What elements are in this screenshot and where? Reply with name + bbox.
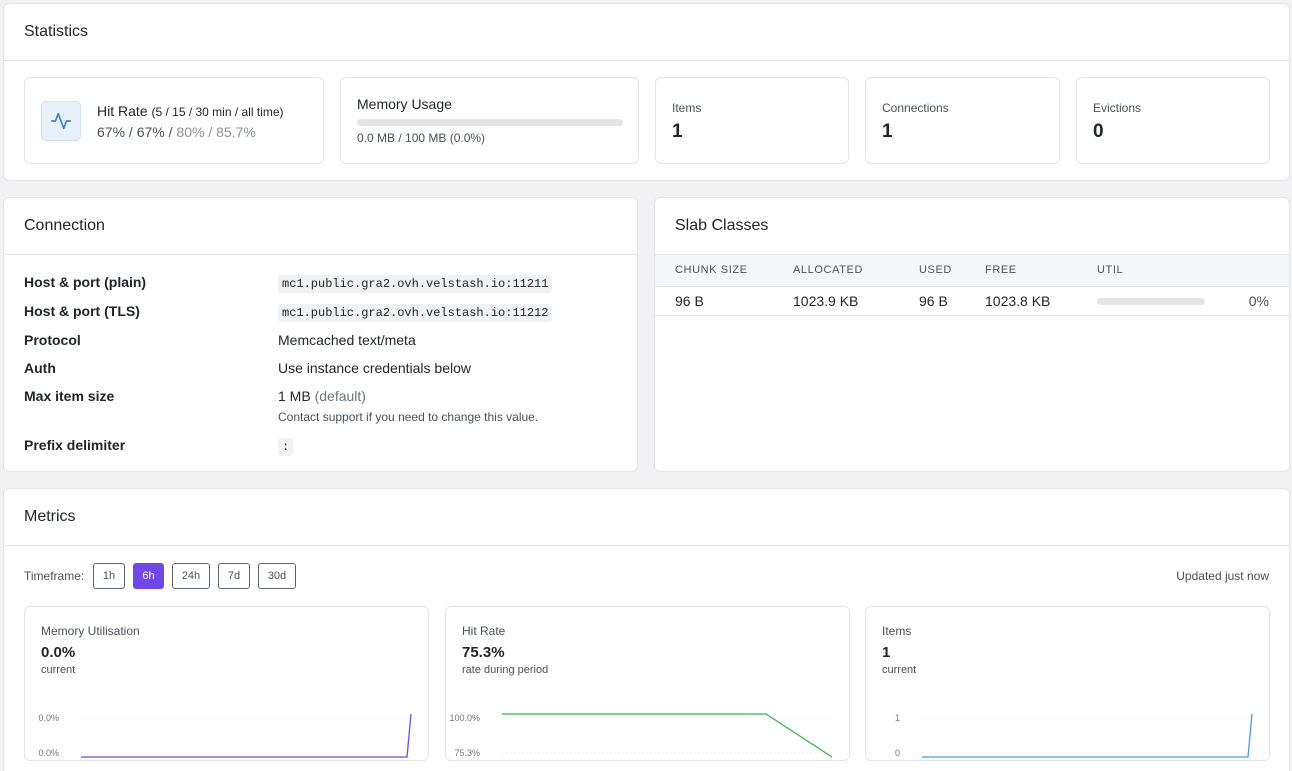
table-row: 96 B 1023.9 KB 96 B 1023.8 KB 0% xyxy=(655,286,1289,316)
connections-label: Connections xyxy=(882,101,949,115)
col-allocated: ALLOCATED xyxy=(793,255,919,287)
slab-classes-card: Slab Classes CHUNK SIZE ALLOCATED USED F… xyxy=(654,197,1290,472)
hit-rate-subtitle: (5 / 15 / 30 min / all time) xyxy=(151,105,284,119)
cell-chunk-size: 96 B xyxy=(655,286,793,316)
hit-rate-chart: 100.0% 75.3% xyxy=(449,713,833,758)
conn-prefix-delimiter[interactable]: : xyxy=(278,438,294,456)
timeframe-30d-button[interactable]: 30d xyxy=(258,563,296,589)
metrics-card: Metrics Timeframe: 1h 6h 24h 7d 30d Upda… xyxy=(3,488,1290,771)
conn-host-tls[interactable]: mc1.public.gra2.ovh.velstash.io:11212 xyxy=(278,304,553,322)
evictions-value: 0 xyxy=(1093,121,1104,142)
hit-rate-30min: 80% xyxy=(176,124,205,140)
memory-utilisation-chart-card: Memory Utilisation 0.0% current 0.0% 0.0% xyxy=(24,606,429,761)
cell-free: 1023.8 KB xyxy=(985,286,1097,316)
memory-usage-title: Memory Usage xyxy=(357,96,452,112)
util-bar xyxy=(1097,298,1205,306)
chart-value: 1 xyxy=(882,644,891,661)
connection-card: Connection Host & port (plain) mc1.publi… xyxy=(3,197,638,472)
conn-key-max-item: Max item size xyxy=(24,388,115,404)
conn-key-plain: Host & port (plain) xyxy=(24,274,147,290)
col-chunk-size: CHUNK SIZE xyxy=(655,255,793,287)
statistics-card: Statistics Hit Rate (5 / 15 / 30 min / a… xyxy=(3,3,1290,181)
y-tick-label: 0 xyxy=(895,748,900,758)
conn-auth: Use instance credentials below xyxy=(278,360,471,376)
activity-icon xyxy=(41,101,81,141)
conn-protocol: Memcached text/meta xyxy=(278,332,416,348)
hit-rate-15min: 67% xyxy=(136,124,165,140)
series-line xyxy=(81,713,412,758)
timeframe-6h-button[interactable]: 6h xyxy=(133,563,164,589)
col-util: UTIL xyxy=(1097,255,1289,287)
items-chart: 10 xyxy=(895,713,1253,758)
hit-rate-values: 67% / 67% / 80% / 85.7% xyxy=(97,124,256,140)
conn-key-protocol: Protocol xyxy=(24,332,81,348)
chart-subtitle: current xyxy=(882,664,917,676)
hit-rate-title: Hit Rate xyxy=(97,103,148,119)
memory-usage-summary: 0.0 MB / 100 MB (0.0%) xyxy=(357,131,486,145)
cell-allocated: 1023.9 KB xyxy=(793,286,919,316)
conn-max-item-help: Contact support if you need to change th… xyxy=(278,410,539,424)
statistics-title: Statistics xyxy=(4,4,1289,61)
conn-key-tls: Host & port (TLS) xyxy=(24,303,140,319)
items-value: 1 xyxy=(672,121,683,142)
slab-header-row: CHUNK SIZE ALLOCATED USED FREE UTIL xyxy=(655,255,1289,287)
chart-subtitle: current xyxy=(41,664,76,676)
evictions-stat: Evictions 0 xyxy=(1076,77,1270,164)
slab-table: CHUNK SIZE ALLOCATED USED FREE UTIL 96 B… xyxy=(655,255,1289,316)
connections-stat: Connections 1 xyxy=(865,77,1060,164)
hit-rate-stat: Hit Rate (5 / 15 / 30 min / all time) 67… xyxy=(24,77,324,164)
series-line xyxy=(922,713,1253,758)
chart-value: 75.3% xyxy=(462,644,505,661)
timeframe-24h-button[interactable]: 24h xyxy=(172,563,210,589)
col-free: FREE xyxy=(985,255,1097,287)
series-line xyxy=(502,713,833,758)
cell-used: 96 B xyxy=(919,286,985,316)
conn-max-item: 1 MB xyxy=(278,388,311,404)
chart-title: Hit Rate xyxy=(462,624,506,638)
col-used: USED xyxy=(919,255,985,287)
conn-max-item-note: (default) xyxy=(314,388,366,404)
connections-value: 1 xyxy=(882,121,893,142)
updated-status: Updated just now xyxy=(1176,569,1269,583)
util-percent: 0% xyxy=(1248,292,1269,309)
slab-classes-title: Slab Classes xyxy=(655,198,1289,255)
chart-subtitle: rate during period xyxy=(462,664,549,676)
items-label: Items xyxy=(672,101,702,115)
cell-util: 0% xyxy=(1097,286,1289,316)
timeframe-7d-button[interactable]: 7d xyxy=(218,563,250,589)
y-tick-label: 1 xyxy=(895,713,900,723)
evictions-label: Evictions xyxy=(1093,101,1142,115)
hit-rate-chart-card: Hit Rate 75.3% rate during period 100.0%… xyxy=(445,606,850,761)
chart-title: Memory Utilisation xyxy=(41,624,140,638)
items-stat: Items 1 xyxy=(655,77,849,164)
y-tick-label: 0.0% xyxy=(38,748,59,758)
chart-value: 0.0% xyxy=(41,644,76,661)
conn-key-prefix: Prefix delimiter xyxy=(24,437,126,453)
connection-title: Connection xyxy=(4,198,637,255)
memory-utilisation-chart: 0.0% 0.0% xyxy=(38,713,412,758)
metrics-title: Metrics xyxy=(4,489,1289,546)
timeframe-label: Timeframe: xyxy=(24,569,85,583)
hit-rate-all: 85.7% xyxy=(216,124,256,140)
conn-key-auth: Auth xyxy=(24,360,56,376)
y-tick-label: 75.3% xyxy=(454,748,480,758)
conn-host-plain[interactable]: mc1.public.gra2.ovh.velstash.io:11211 xyxy=(278,275,553,293)
memory-usage-stat: Memory Usage 0.0 MB / 100 MB (0.0%) xyxy=(340,77,639,164)
memory-usage-bar xyxy=(357,119,623,126)
y-tick-label: 0.0% xyxy=(38,713,59,723)
chart-title: Items xyxy=(882,624,912,638)
timeframe-1h-button[interactable]: 1h xyxy=(93,563,125,589)
hit-rate-5min: 67% xyxy=(97,124,126,140)
y-tick-label: 100.0% xyxy=(449,713,480,723)
